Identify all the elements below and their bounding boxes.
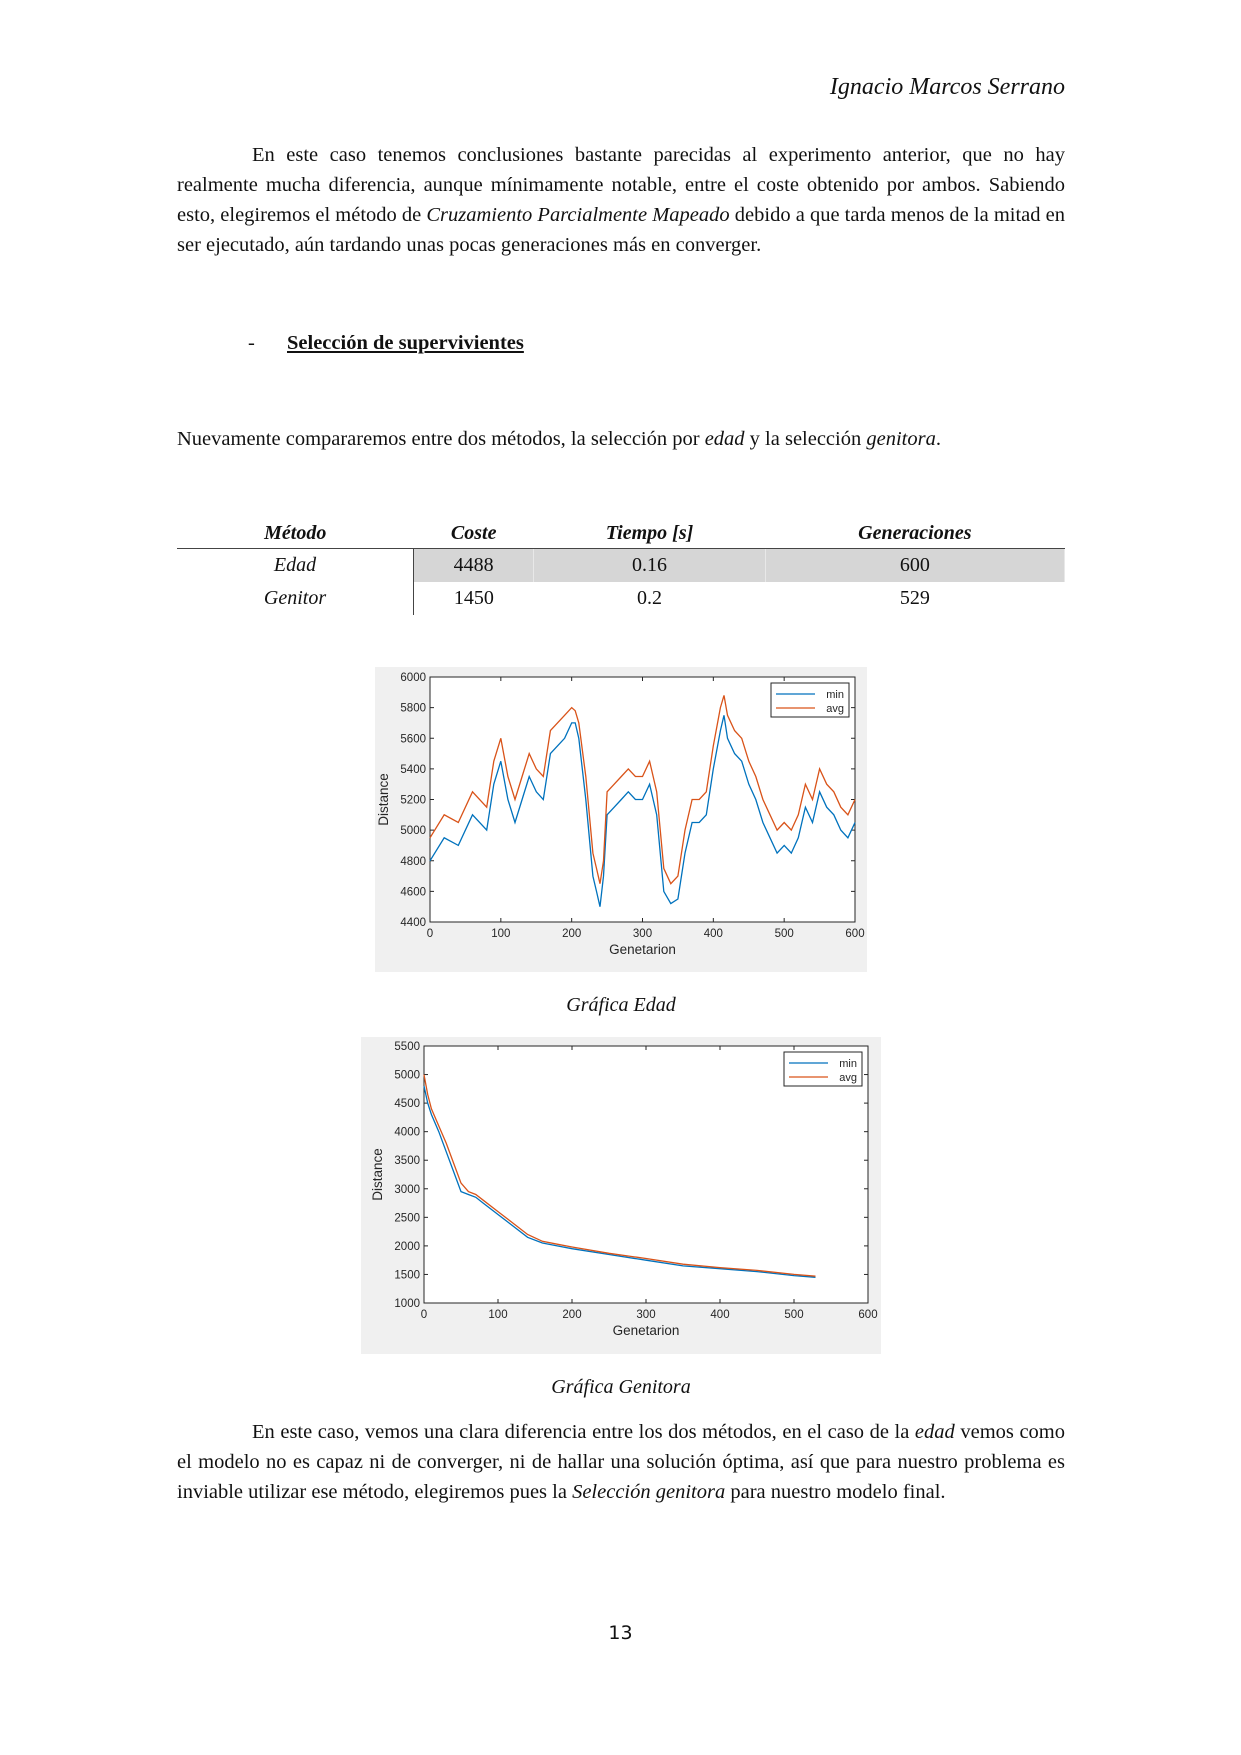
x-tick-label: 400	[710, 1309, 729, 1321]
series-line-min	[423, 1085, 816, 1278]
table-cell: 0.16	[533, 548, 766, 582]
table-header-cell: Generaciones	[765, 518, 1065, 549]
y-tick-label: 2500	[394, 1212, 420, 1224]
legend-box	[783, 1051, 863, 1087]
y-tick-label: 6000	[400, 672, 426, 684]
section-title: Selección de supervivientes	[287, 332, 524, 354]
legend-box	[770, 682, 850, 718]
series-line-avg	[429, 695, 856, 885]
y-tick-label: 3000	[394, 1184, 420, 1196]
section-bullet: -	[248, 332, 255, 354]
page-number: 13	[608, 1622, 633, 1644]
y-tick-label: 4000	[394, 1127, 420, 1139]
series-line-avg	[423, 1074, 816, 1277]
x-axis-label: Genetarion	[613, 1323, 680, 1338]
x-tick-label: 200	[562, 1309, 581, 1321]
y-tick-label: 5800	[400, 703, 426, 715]
table-cell: 0.2	[637, 587, 662, 609]
x-tick-label: 300	[636, 1309, 655, 1321]
header-author: Ignacio Marcos Serrano	[829, 74, 1065, 100]
table-header-cell: Método	[177, 518, 414, 549]
table-row-label: Edad	[177, 548, 414, 582]
caption-edad: Gráfica Edad	[566, 994, 676, 1016]
x-tick-label: 300	[633, 928, 652, 940]
intro-emphasis: Cruzamiento Parcialmente Mapeado	[426, 204, 730, 226]
y-tick-label: 5000	[394, 1070, 420, 1082]
y-tick-label: 5200	[400, 795, 426, 807]
intro-paragraph: En este caso tenemos conclusiones bastan…	[177, 140, 1065, 260]
conclusion-em-edad: edad	[914, 1421, 955, 1443]
comparison-paragraph: Nuevamente compararemos entre dos método…	[177, 424, 1065, 454]
table-row: Edad 4488 0.16 600	[177, 548, 1066, 582]
x-tick-label: 0	[427, 928, 433, 940]
chart-genitora-svg: 1000150020002500300035004000450050005500…	[370, 1041, 878, 1338]
y-tick-label: 4400	[400, 917, 426, 929]
y-tick-label: 5400	[400, 764, 426, 776]
table-row-label: Genitor	[177, 582, 414, 615]
y-tick-label: 4500	[394, 1098, 420, 1110]
table-cell: 529	[899, 587, 930, 609]
y-tick-label: 1500	[394, 1269, 420, 1281]
y-tick-label: 5000	[400, 825, 426, 837]
comparison-em-genitora: genitora	[866, 428, 936, 450]
conclusion-text-b: vemos como el modelo no es capaz ni de c…	[177, 1421, 1065, 1503]
x-axis-label: Genetarion	[609, 942, 676, 957]
table-header-cell: Coste	[413, 518, 534, 549]
y-tick-label: 1000	[394, 1298, 420, 1310]
chart-edad-svg: 4400 4600 4800 5000 5200 5400 5600 5800 6000 0 100…	[376, 672, 865, 957]
results-table: Método Coste Tiempo [s] Generaciones Eda…	[177, 518, 1066, 615]
chart-genitora: 1000 1500 2000 2500 3000 3500 4000 4500 5000 5500…	[361, 1037, 881, 1354]
conclusion-em-genitora: Selección genitora	[572, 1481, 726, 1503]
conclusion-paragraph: En este caso, vemos una clara diferencia…	[177, 1417, 1065, 1507]
intro-text-a: En este caso tenemos conclusiones bastan…	[177, 144, 1065, 226]
legend-label-avg: avg	[826, 703, 844, 715]
y-axis-label: Distance	[370, 1148, 385, 1201]
conclusion-text-a: En este caso, vemos una clara diferencia…	[252, 1421, 915, 1443]
x-tick-label: 600	[858, 1309, 877, 1321]
table-header-row: Método Coste Tiempo [s] Generaciones	[177, 518, 1065, 549]
chart-edad: 4400 4600 4800 5000 5200 5400 5600 5800 6000 0 100…	[375, 667, 867, 972]
comparison-text-b: y la selección	[744, 428, 867, 450]
x-tick-label: 500	[784, 1309, 803, 1321]
table-cell: 1450	[453, 587, 494, 609]
comparison-text-a: Nuevamente compararemos entre dos método…	[177, 428, 705, 450]
y-tick-label: 4800	[400, 856, 426, 868]
y-tick-label: 5500	[394, 1041, 420, 1053]
legend-label-min: min	[826, 689, 844, 701]
x-tick-label: 200	[562, 928, 581, 940]
comparison-em-edad: edad	[704, 428, 745, 450]
x-tick-label: 600	[845, 928, 864, 940]
x-tick-label: 100	[488, 1309, 507, 1321]
series-line-min	[429, 715, 856, 907]
legend-label-avg: avg	[839, 1072, 857, 1084]
legend-label-min: min	[839, 1058, 857, 1070]
x-tick-label: 0	[421, 1309, 427, 1321]
x-tick-label: 100	[491, 928, 510, 940]
conclusion-text-c: para nuestro modelo final.	[725, 1481, 946, 1503]
table-row: Genitor 1450 0.2 529	[177, 582, 1065, 615]
y-axis-label: Distance	[376, 773, 391, 826]
x-tick-label: 400	[704, 928, 723, 940]
y-tick-label: 2000	[394, 1241, 420, 1253]
y-tick-label: 4600	[400, 886, 426, 898]
table-cell: 600	[765, 548, 1066, 582]
intro-text-b: debido a que tarda menos de la mitad en …	[177, 204, 1066, 256]
table-cell: 4488	[413, 548, 535, 582]
x-tick-label: 500	[775, 928, 794, 940]
caption-genitora: Gráfica Genitora	[551, 1376, 691, 1398]
y-tick-label: 3500	[394, 1155, 420, 1167]
table-header-cell: Tiempo [s]	[533, 518, 766, 549]
comparison-text-c: .	[935, 428, 941, 450]
y-tick-label: 5600	[400, 733, 426, 745]
